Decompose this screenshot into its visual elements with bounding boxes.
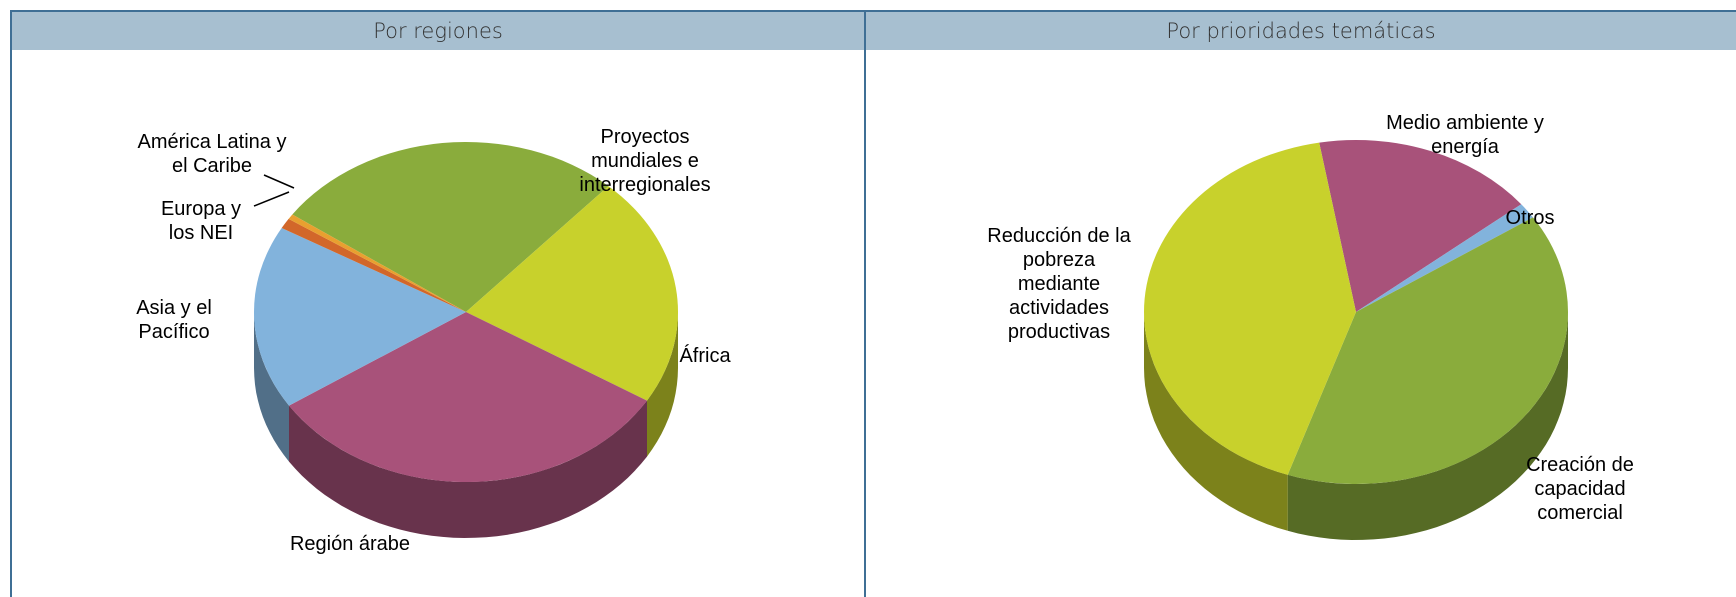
slice-label: Europa y los NEI bbox=[160, 198, 242, 244]
slice-label: Reducción de la pobreza mediante activid… bbox=[987, 225, 1131, 343]
slice-label: Creación de capacidad comercial bbox=[1526, 454, 1634, 524]
pie-side bbox=[254, 312, 289, 462]
slice-label: Asia y el Pacífico bbox=[136, 297, 212, 343]
pie-side bbox=[1287, 312, 1568, 540]
pie-side bbox=[289, 400, 647, 538]
slice-label: Región árabe bbox=[289, 533, 411, 555]
pie-slice bbox=[1287, 217, 1569, 485]
panel-title: Por prioridades temáticas bbox=[866, 12, 1736, 50]
pie-slice bbox=[292, 141, 609, 312]
slice-label: África bbox=[679, 345, 731, 367]
leader-line bbox=[263, 174, 295, 189]
pie-side bbox=[1144, 312, 1288, 531]
slice-label: América Latina y el Caribe bbox=[137, 131, 287, 177]
panel: Por regiones bbox=[10, 10, 864, 597]
panel: Por prioridades temáticas bbox=[864, 10, 1736, 597]
pie-slice bbox=[1319, 140, 1522, 312]
panel-title: Por regiones bbox=[12, 12, 864, 50]
pie-slice bbox=[1356, 204, 1533, 312]
pie-slice bbox=[466, 186, 678, 401]
pie-slice bbox=[1144, 142, 1356, 475]
slice-label: Medio ambiente y energía bbox=[1386, 112, 1544, 158]
pie-slice bbox=[281, 218, 466, 312]
pie-slice bbox=[289, 312, 647, 483]
pie-slice bbox=[288, 214, 466, 312]
slice-label: Otros bbox=[1505, 207, 1555, 229]
pie-slice bbox=[254, 228, 466, 406]
pie-side bbox=[647, 312, 678, 457]
slice-label: Proyectos mundiales e interregionales bbox=[579, 126, 711, 196]
leader-line bbox=[253, 191, 290, 207]
